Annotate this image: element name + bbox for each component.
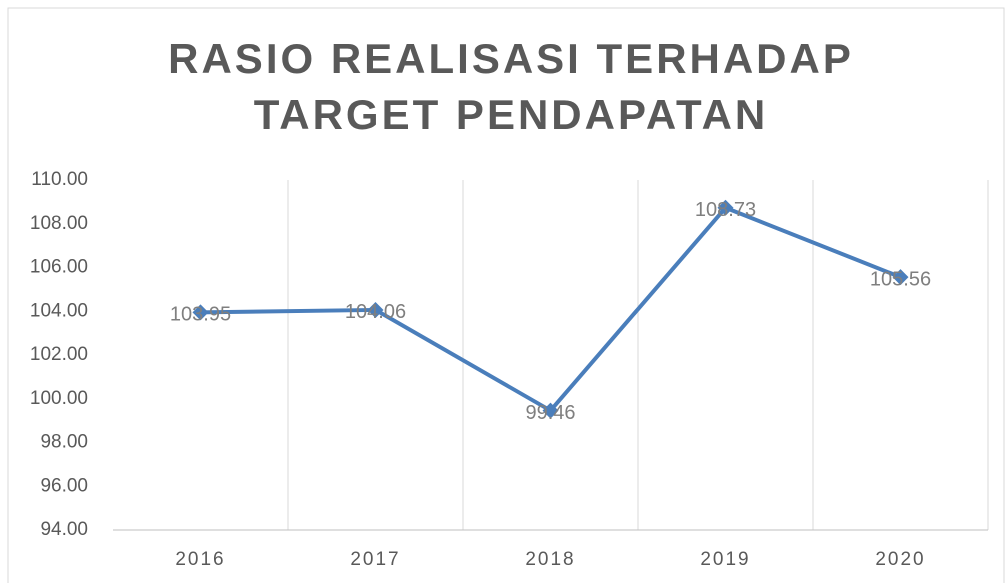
y-tick-label: 98.00 <box>40 432 88 453</box>
marker <box>892 269 909 286</box>
data-label: 105.56 <box>870 268 931 290</box>
marker <box>192 304 209 321</box>
x-tick-label: 2020 <box>875 549 925 570</box>
y-tick-label: 100.00 <box>30 388 88 409</box>
y-tick-label: 104.00 <box>30 300 88 321</box>
y-tick-label: 108.00 <box>30 213 88 234</box>
x-tick-label: 2017 <box>350 549 400 570</box>
chart-title: TARGET PENDAPATAN <box>254 91 769 138</box>
data-label: 104.06 <box>345 301 406 323</box>
marker <box>542 402 559 419</box>
data-label: 99.46 <box>525 402 575 424</box>
marker <box>367 301 384 318</box>
chart-border <box>7 7 1005 583</box>
y-tick-label: 96.00 <box>40 475 88 496</box>
y-tick-label: 102.00 <box>30 344 88 365</box>
y-tick-label: 110.00 <box>31 169 88 190</box>
x-tick-label: 2019 <box>700 549 750 570</box>
y-tick-label: 106.00 <box>30 257 88 278</box>
chart-title: RASIO REALISASI TERHADAP <box>168 35 854 82</box>
data-label: 103.95 <box>170 304 231 326</box>
data-label: 108.73 <box>695 199 756 221</box>
x-tick-label: 2016 <box>175 549 225 570</box>
x-tick-label: 2018 <box>525 549 575 570</box>
marker <box>717 199 734 216</box>
y-tick-label: 94.00 <box>40 519 88 540</box>
